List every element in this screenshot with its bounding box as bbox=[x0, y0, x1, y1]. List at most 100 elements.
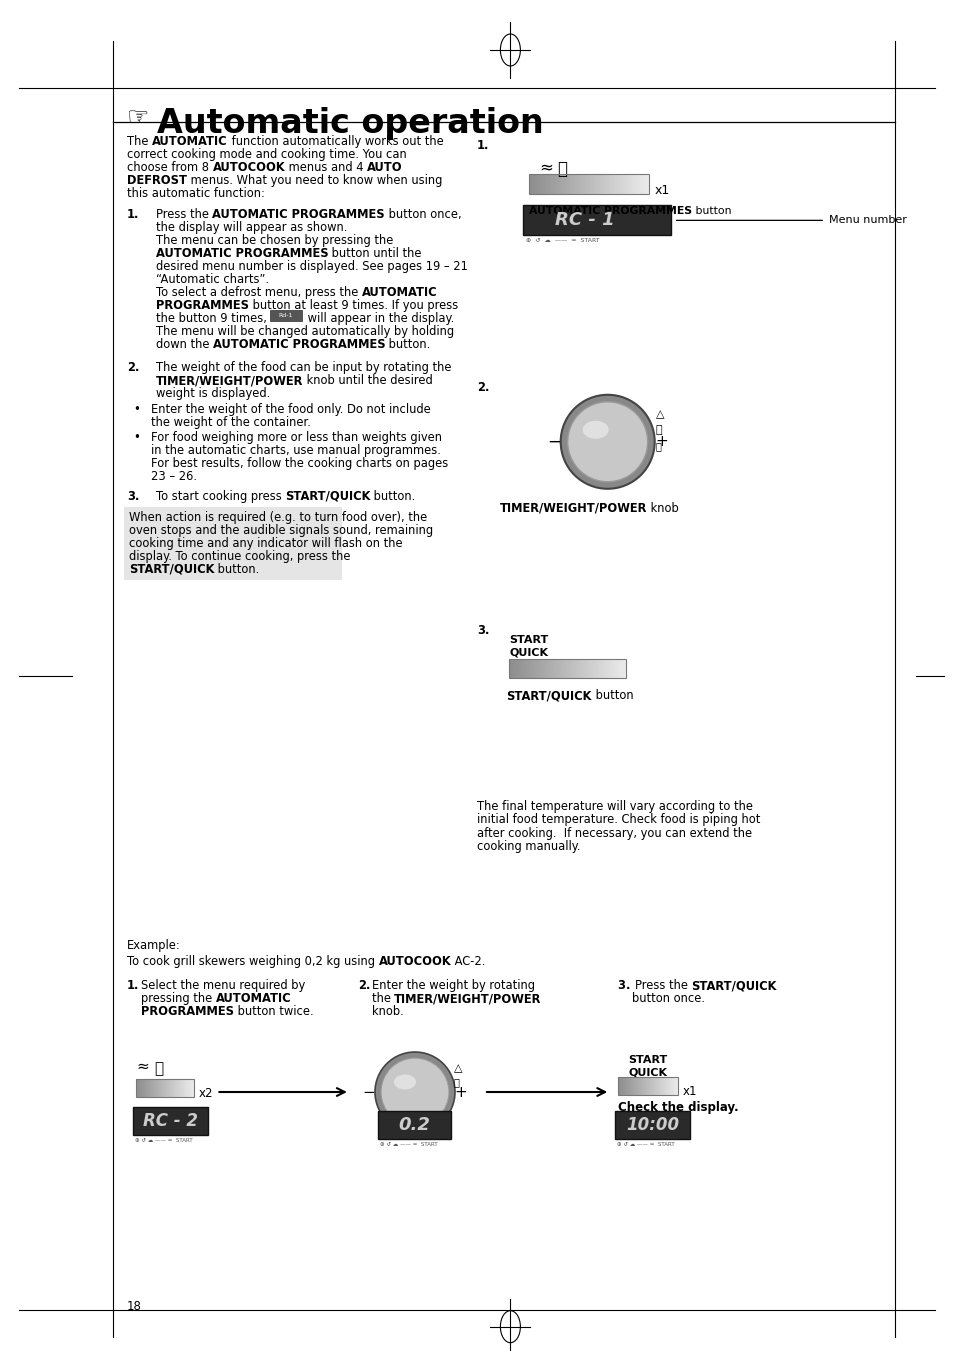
Text: AUTOCOOK: AUTOCOOK bbox=[378, 955, 451, 967]
Text: Press the: Press the bbox=[155, 208, 212, 222]
Text: 3.: 3. bbox=[476, 624, 489, 638]
Text: RC - 1: RC - 1 bbox=[555, 211, 614, 230]
Text: QUICK: QUICK bbox=[509, 647, 548, 657]
Text: QUICK: QUICK bbox=[627, 1067, 666, 1077]
Text: To start cooking press: To start cooking press bbox=[155, 490, 285, 503]
FancyBboxPatch shape bbox=[377, 1111, 451, 1139]
Text: 23 – 26.: 23 – 26. bbox=[151, 470, 196, 484]
Text: x1: x1 bbox=[654, 184, 669, 197]
Circle shape bbox=[560, 394, 654, 489]
Text: will appear in the display.: will appear in the display. bbox=[304, 312, 454, 324]
Text: 2.: 2. bbox=[127, 361, 139, 374]
Text: Enter the weight of the food only. Do not include: Enter the weight of the food only. Do no… bbox=[151, 403, 430, 416]
Text: 10:00: 10:00 bbox=[625, 1116, 679, 1133]
Ellipse shape bbox=[582, 420, 608, 439]
Text: +: + bbox=[455, 1085, 467, 1100]
Text: initial food temperature. Check food is piping hot: initial food temperature. Check food is … bbox=[476, 813, 760, 827]
Text: AUTO: AUTO bbox=[367, 161, 402, 174]
Text: The weight of the food can be input by rotating the: The weight of the food can be input by r… bbox=[155, 361, 451, 374]
Text: Check the display.: Check the display. bbox=[618, 1101, 738, 1115]
Text: −: − bbox=[362, 1085, 375, 1100]
Text: △: △ bbox=[655, 409, 663, 419]
Text: PROGRAMMES: PROGRAMMES bbox=[155, 299, 248, 312]
Text: The menu can be chosen by pressing the: The menu can be chosen by pressing the bbox=[155, 234, 393, 247]
Text: 2.: 2. bbox=[357, 979, 370, 992]
Text: x1: x1 bbox=[681, 1085, 696, 1098]
Text: cooking time and any indicator will flash on the: cooking time and any indicator will flas… bbox=[129, 536, 402, 550]
Text: in the automatic charts, use manual programmes.: in the automatic charts, use manual prog… bbox=[151, 444, 440, 458]
Text: −: − bbox=[546, 432, 560, 451]
Text: TIMER/WEIGHT/POWER: TIMER/WEIGHT/POWER bbox=[499, 501, 646, 515]
Text: 3.: 3. bbox=[127, 490, 139, 503]
Circle shape bbox=[380, 1058, 449, 1125]
FancyBboxPatch shape bbox=[133, 1106, 208, 1135]
Text: 1.: 1. bbox=[476, 139, 489, 153]
Text: button until the: button until the bbox=[328, 247, 421, 259]
Text: 18: 18 bbox=[127, 1300, 142, 1313]
Text: weight is displayed.: weight is displayed. bbox=[155, 388, 270, 400]
Text: down the: down the bbox=[155, 338, 213, 351]
Text: menus and 4: menus and 4 bbox=[285, 161, 367, 174]
Text: START/QUICK: START/QUICK bbox=[129, 563, 213, 576]
Text: menus. What you need to know when using: menus. What you need to know when using bbox=[187, 174, 442, 186]
Text: ⊕ ↺ ☁ —— ≈  START: ⊕ ↺ ☁ —— ≈ START bbox=[617, 1142, 674, 1147]
Text: cooking manually.: cooking manually. bbox=[476, 840, 579, 854]
Text: Press the: Press the bbox=[634, 979, 691, 992]
Text: ☞: ☞ bbox=[127, 107, 149, 131]
Text: button twice.: button twice. bbox=[233, 1005, 314, 1019]
Text: TIMER/WEIGHT/POWER: TIMER/WEIGHT/POWER bbox=[155, 374, 302, 388]
Text: choose from 8: choose from 8 bbox=[127, 161, 213, 174]
Text: x2: x2 bbox=[198, 1088, 213, 1100]
Text: knob.: knob. bbox=[372, 1005, 403, 1019]
Text: button once.: button once. bbox=[632, 992, 704, 1005]
Text: button once,: button once, bbox=[384, 208, 461, 222]
Text: knob: knob bbox=[646, 501, 679, 515]
Text: correct cooking mode and cooking time. You can: correct cooking mode and cooking time. Y… bbox=[127, 149, 406, 161]
Text: ⌖: ⌖ bbox=[154, 1061, 163, 1075]
Text: button: button bbox=[692, 207, 731, 216]
Text: the button 9 times,: the button 9 times, bbox=[155, 312, 270, 324]
Text: AUTOMATIC PROGRAMMES: AUTOMATIC PROGRAMMES bbox=[155, 247, 328, 259]
Text: AUTOMATIC: AUTOMATIC bbox=[152, 135, 228, 149]
Text: the weight of the container.: the weight of the container. bbox=[151, 416, 311, 428]
Text: Rd-1: Rd-1 bbox=[278, 313, 293, 317]
Text: the: the bbox=[372, 992, 394, 1005]
Text: START/QUICK: START/QUICK bbox=[285, 490, 370, 503]
Text: RC - 2: RC - 2 bbox=[143, 1112, 198, 1129]
Text: The menu will be changed automatically by holding: The menu will be changed automatically b… bbox=[155, 324, 454, 338]
Text: button: button bbox=[591, 689, 633, 703]
Text: ⏱: ⏱ bbox=[655, 424, 661, 435]
Text: •: • bbox=[133, 403, 140, 416]
Text: desired menu number is displayed. See pages 19 – 21: desired menu number is displayed. See pa… bbox=[155, 259, 467, 273]
Text: For food weighing more or less than weights given: For food weighing more or less than weig… bbox=[151, 431, 441, 444]
Text: Enter the weight by rotating: Enter the weight by rotating bbox=[372, 979, 535, 992]
Text: the display will appear as shown.: the display will appear as shown. bbox=[155, 222, 347, 234]
Text: ⊕ ↺ ☁ —— ≈  START: ⊕ ↺ ☁ —— ≈ START bbox=[379, 1142, 437, 1147]
FancyBboxPatch shape bbox=[522, 205, 670, 235]
Text: after cooking.  If necessary, you can extend the: after cooking. If necessary, you can ext… bbox=[476, 827, 751, 840]
Text: TIMER/WEIGHT/POWER: TIMER/WEIGHT/POWER bbox=[394, 992, 541, 1005]
Text: Menu number: Menu number bbox=[828, 215, 906, 226]
Text: DEFROST: DEFROST bbox=[127, 174, 187, 186]
Text: ⌖: ⌖ bbox=[557, 159, 566, 178]
Text: ≈: ≈ bbox=[136, 1059, 149, 1074]
FancyBboxPatch shape bbox=[615, 1111, 689, 1139]
Text: AUTOMATIC: AUTOMATIC bbox=[215, 992, 291, 1005]
Text: AUTOMATIC: AUTOMATIC bbox=[361, 286, 436, 299]
Text: AUTOMATIC PROGRAMMES: AUTOMATIC PROGRAMMES bbox=[212, 208, 384, 222]
Text: Select the menu required by: Select the menu required by bbox=[141, 979, 305, 992]
Text: pressing the: pressing the bbox=[141, 992, 215, 1005]
Circle shape bbox=[567, 401, 647, 482]
Text: button at least 9 times. If you press: button at least 9 times. If you press bbox=[248, 299, 457, 312]
Text: START/QUICK: START/QUICK bbox=[506, 689, 591, 703]
Text: △: △ bbox=[454, 1063, 462, 1073]
Text: “Automatic charts”.: “Automatic charts”. bbox=[155, 273, 268, 286]
Text: oven stops and the audible signals sound, remaining: oven stops and the audible signals sound… bbox=[129, 524, 433, 536]
Text: PROGRAMMES: PROGRAMMES bbox=[141, 1005, 233, 1019]
Text: To cook grill skewers weighing 0,2 kg using: To cook grill skewers weighing 0,2 kg us… bbox=[127, 955, 378, 967]
Text: ⏱: ⏱ bbox=[454, 1077, 459, 1088]
Text: Example:: Example: bbox=[127, 939, 180, 952]
Text: function automatically works out the: function automatically works out the bbox=[228, 135, 443, 149]
Text: START: START bbox=[509, 635, 548, 644]
Text: AUTOMATIC PROGRAMMES: AUTOMATIC PROGRAMMES bbox=[213, 338, 385, 351]
